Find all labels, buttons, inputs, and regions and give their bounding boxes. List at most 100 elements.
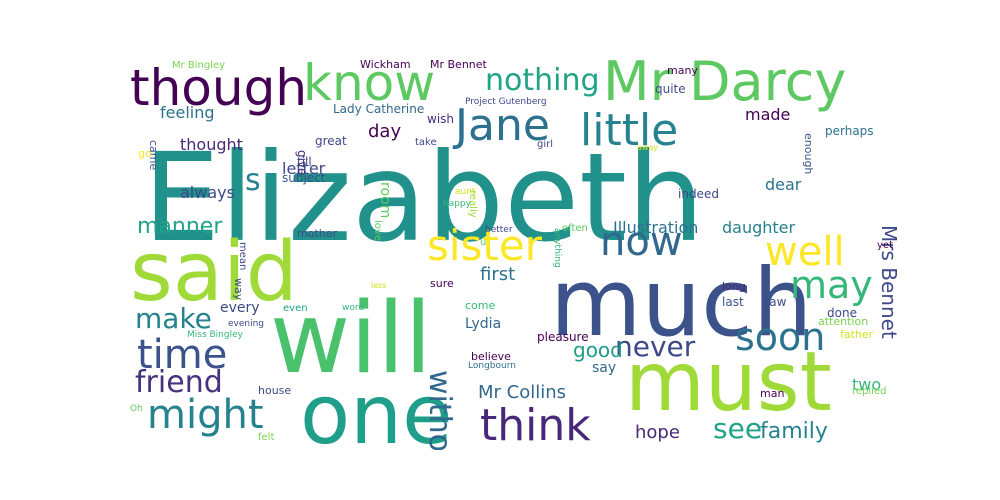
- word-may: may: [790, 263, 873, 307]
- word-two: two: [852, 375, 881, 394]
- word-now: now: [600, 219, 683, 265]
- word-good: good: [573, 338, 623, 362]
- word-letter: letter: [282, 159, 326, 178]
- word-though: though: [130, 59, 307, 117]
- word-saw: saw: [763, 295, 787, 309]
- word-elizabeth: Elizabeth: [143, 127, 704, 269]
- word-girl: girl: [537, 139, 553, 150]
- word-thought: thought: [180, 135, 243, 154]
- word-every: every: [220, 300, 260, 316]
- word-much: much: [550, 249, 812, 358]
- word-great: great: [315, 134, 347, 148]
- word-illustration: Illustration: [613, 218, 698, 237]
- word-pleasure: pleasure: [537, 330, 589, 344]
- word-way: way: [232, 278, 245, 301]
- word-anything: anything: [552, 228, 562, 268]
- word-long: long: [722, 280, 746, 293]
- word-family: family: [760, 419, 828, 444]
- word-feeling: feeling: [160, 103, 215, 122]
- word-oh: Oh: [130, 404, 143, 414]
- word-lydia: Lydia: [465, 316, 501, 332]
- word-hope: hope: [635, 422, 680, 443]
- word-mr-bingley: Mr Bingley: [172, 60, 225, 71]
- word-often: often: [562, 223, 588, 234]
- word-sure: sure: [430, 277, 454, 290]
- word-take: take: [415, 137, 437, 148]
- word-s: s: [245, 163, 261, 198]
- word-room: room: [377, 182, 393, 218]
- word-aunt: aunt: [455, 187, 476, 197]
- word-mean: mean: [237, 242, 248, 270]
- word-sister: sister: [427, 221, 543, 270]
- word-dear: dear: [765, 175, 802, 194]
- word-mr-collins: Mr Collins: [478, 382, 566, 403]
- word-soon: soon: [735, 315, 825, 359]
- word-day: day: [368, 121, 401, 142]
- word-u: u: [480, 237, 486, 248]
- word-know: know: [303, 54, 435, 112]
- word-must: must: [625, 335, 832, 430]
- word-mrs-bennet: Mrs Bennet: [877, 225, 900, 339]
- word-better: better: [485, 225, 513, 235]
- word-wish: wish: [427, 112, 454, 126]
- word-first: first: [480, 264, 515, 285]
- word-love: love: [372, 220, 383, 241]
- word-yet: yet: [877, 240, 893, 251]
- word-less: less: [371, 281, 386, 290]
- word-happy: happy: [443, 199, 472, 209]
- word-father: father: [840, 328, 874, 341]
- word-little: little: [580, 105, 678, 156]
- word-quite: quite: [655, 82, 686, 96]
- word-well: well: [765, 229, 845, 275]
- word-till: till: [297, 155, 312, 169]
- word-miss-bingley: Miss Bingley: [187, 330, 244, 340]
- word-indeed: indeed: [678, 187, 719, 201]
- word-project-gutenberg: Project Gutenberg: [465, 97, 547, 107]
- word-come: come: [465, 299, 495, 312]
- word-go: go: [138, 147, 152, 160]
- word-give: give: [295, 150, 309, 175]
- word-mr-darcy: Mr Darcy: [603, 50, 846, 113]
- word-word: word: [342, 303, 364, 313]
- word-came: came: [147, 140, 160, 171]
- word-made: made: [745, 105, 790, 124]
- word-nothing: nothing: [485, 63, 600, 98]
- word-never: never: [615, 330, 696, 363]
- word-evening: evening: [228, 319, 264, 329]
- word-daughter: daughter: [722, 218, 796, 237]
- word-manner: manner: [137, 214, 223, 239]
- word-man: man: [760, 387, 784, 400]
- word-last: last: [722, 295, 744, 309]
- word-make: make: [135, 302, 212, 335]
- word-longbourn: Longbourn: [468, 361, 516, 371]
- word-even: even: [283, 303, 308, 314]
- word-cloud: Elizabeth said will much one must Mr Darcy thou…: [125, 50, 900, 450]
- word-lady-catherine: Lady Catherine: [333, 102, 424, 116]
- word-attention: attention: [818, 315, 868, 328]
- word-really: really: [467, 190, 478, 218]
- word-house: house: [258, 384, 291, 397]
- word-wickham: Wickham: [360, 58, 411, 71]
- word-jane: Jane: [452, 100, 550, 151]
- word-will: will: [270, 282, 432, 396]
- word-always: always: [180, 183, 235, 202]
- word-say: say: [592, 360, 616, 376]
- word-believe: believe: [471, 350, 511, 363]
- word-many: many: [667, 64, 698, 77]
- word-done: done: [827, 306, 857, 320]
- word-time: time: [137, 332, 227, 378]
- word-felt: felt: [258, 432, 274, 443]
- word-might: might: [147, 392, 264, 438]
- word-perhaps: perhaps: [825, 124, 874, 138]
- word-without: without: [422, 370, 457, 450]
- word-enough: enough: [802, 133, 815, 174]
- word-see: see: [713, 412, 762, 445]
- word-away: away: [637, 143, 658, 152]
- word-replied: replied: [852, 386, 886, 397]
- word-said: said: [130, 225, 298, 320]
- word-mr-bennet: Mr Bennet: [430, 58, 488, 71]
- word-think: think: [480, 400, 591, 450]
- word-friend: friend: [135, 365, 223, 400]
- word-subject: subject: [282, 171, 326, 185]
